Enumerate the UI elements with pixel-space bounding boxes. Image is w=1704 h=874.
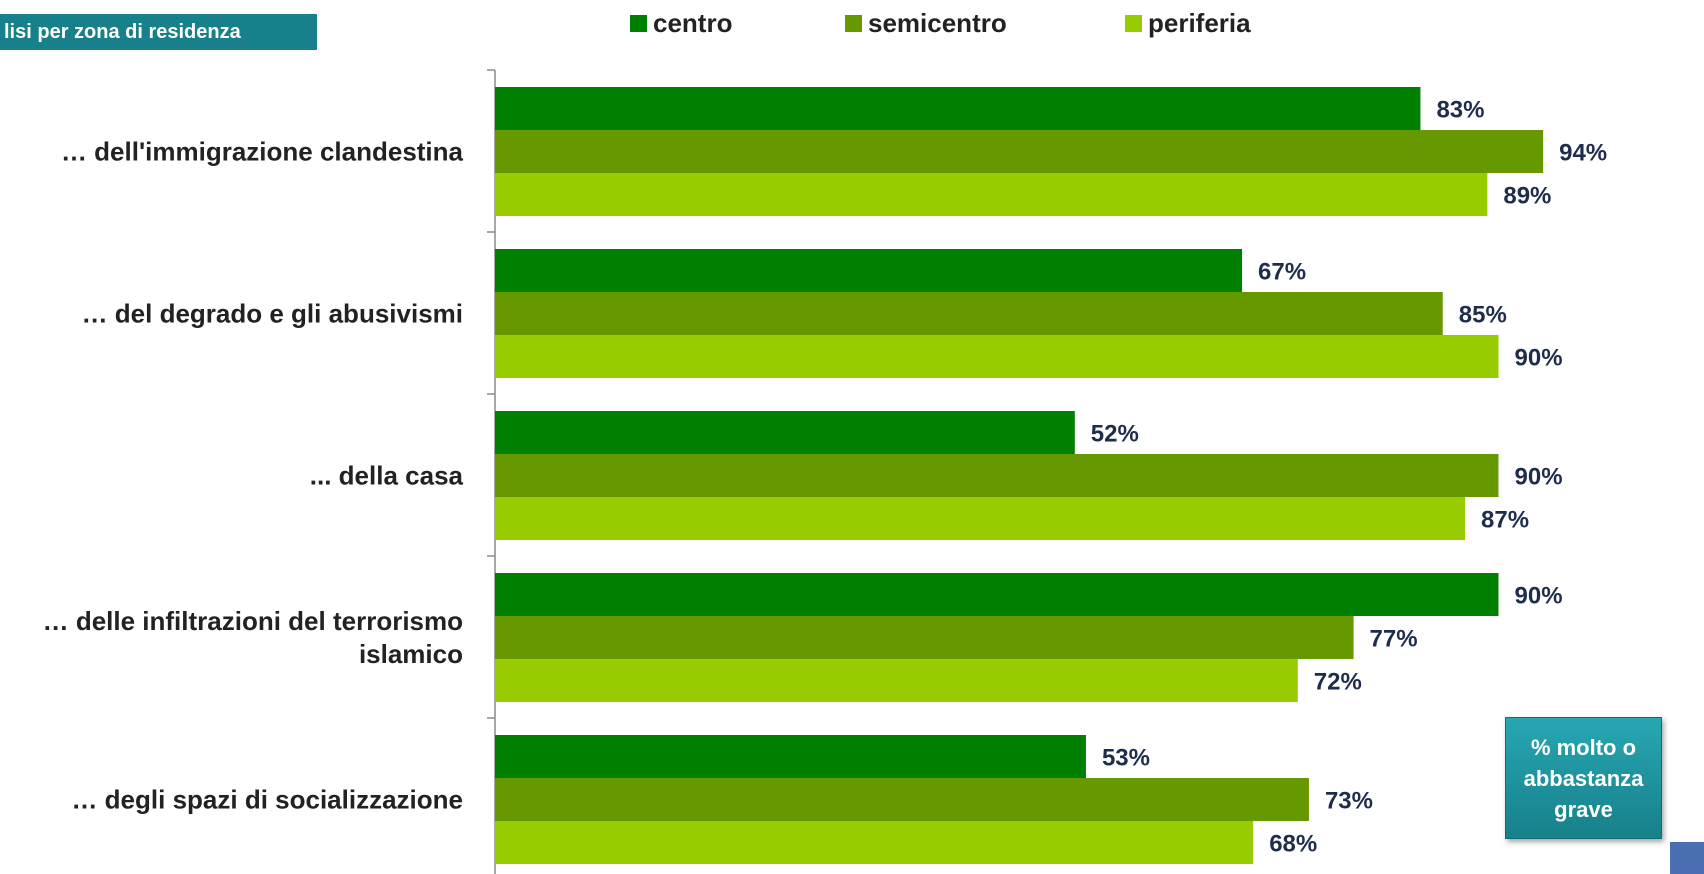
data-label-semicentro: 77% <box>1370 626 1418 653</box>
bar-semicentro <box>495 778 1309 821</box>
legend-item-centro: centro <box>630 8 732 39</box>
bar-centro <box>495 87 1421 130</box>
data-label-centro: 52% <box>1091 421 1139 448</box>
note-box: % molto o abbastanza grave <box>1505 717 1662 839</box>
bar-centro <box>495 573 1499 616</box>
data-label-semicentro: 90% <box>1515 464 1563 491</box>
corner-decoration <box>1670 842 1704 874</box>
data-label-periferia: 90% <box>1515 345 1563 372</box>
legend-label-semicentro: semicentro <box>868 8 1007 38</box>
bar-periferia <box>495 335 1499 378</box>
bar-periferia <box>495 173 1488 216</box>
bar-periferia <box>495 821 1254 864</box>
section-header-tab: lisi per zona di residenza <box>0 14 317 50</box>
section-header-title: lisi per zona di residenza <box>4 21 241 43</box>
bar-semicentro <box>495 616 1354 659</box>
category-label: … del degrado e gli abusivismi <box>81 298 463 328</box>
bar-centro <box>495 249 1243 292</box>
data-label-periferia: 68% <box>1269 831 1317 858</box>
bar-semicentro <box>495 454 1499 497</box>
legend-label-centro: centro <box>653 8 733 38</box>
bar-periferia <box>495 497 1466 540</box>
bar-centro <box>495 735 1086 778</box>
legend-item-semicentro: semicentro <box>845 8 1007 39</box>
data-label-semicentro: 94% <box>1559 140 1607 167</box>
data-label-periferia: 87% <box>1481 507 1529 534</box>
data-label-periferia: 89% <box>1503 183 1551 210</box>
category-label: ... della casa <box>309 460 463 490</box>
data-label-centro: 67% <box>1258 259 1306 286</box>
category-label: … degli spazi di socializzazione <box>71 784 463 814</box>
data-label-centro: 90% <box>1515 583 1563 610</box>
data-label-semicentro: 73% <box>1325 788 1373 815</box>
legend-swatch-centro <box>630 15 647 32</box>
note-text: % molto o abbastanza grave <box>1523 734 1644 822</box>
legend-item-periferia: periferia <box>1125 8 1251 39</box>
legend-label-periferia: periferia <box>1148 8 1251 38</box>
data-label-semicentro: 85% <box>1459 302 1507 329</box>
bar-semicentro <box>495 130 1544 173</box>
category-label: … dell'immigrazione clandestina <box>60 136 463 166</box>
category-label: … delle infiltrazioni del terrorismo isl… <box>42 605 463 669</box>
bar-centro <box>495 411 1075 454</box>
data-label-centro: 53% <box>1102 745 1150 772</box>
data-label-periferia: 72% <box>1314 669 1362 696</box>
bar-semicentro <box>495 292 1443 335</box>
legend-swatch-periferia <box>1125 15 1142 32</box>
data-label-centro: 83% <box>1436 97 1484 124</box>
bar-periferia <box>495 659 1298 702</box>
legend-swatch-semicentro <box>845 15 862 32</box>
